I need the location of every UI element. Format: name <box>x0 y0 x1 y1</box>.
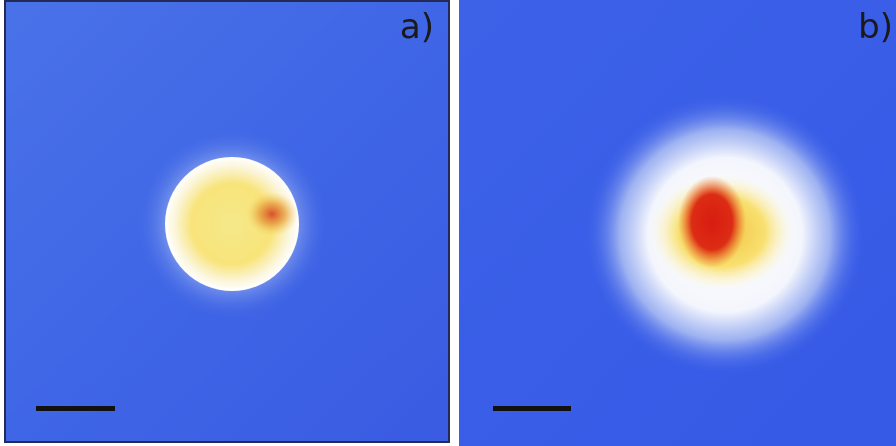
panel-label: b) <box>858 7 893 47</box>
hot-spot <box>246 192 298 236</box>
figure: a) b) <box>0 0 896 446</box>
hot-spot <box>678 176 746 268</box>
panel-b: b) <box>459 0 896 446</box>
scale-bar <box>36 406 115 411</box>
panel-label: a) <box>400 7 434 47</box>
panel-a: a) <box>5 1 449 442</box>
scale-bar <box>493 406 571 411</box>
